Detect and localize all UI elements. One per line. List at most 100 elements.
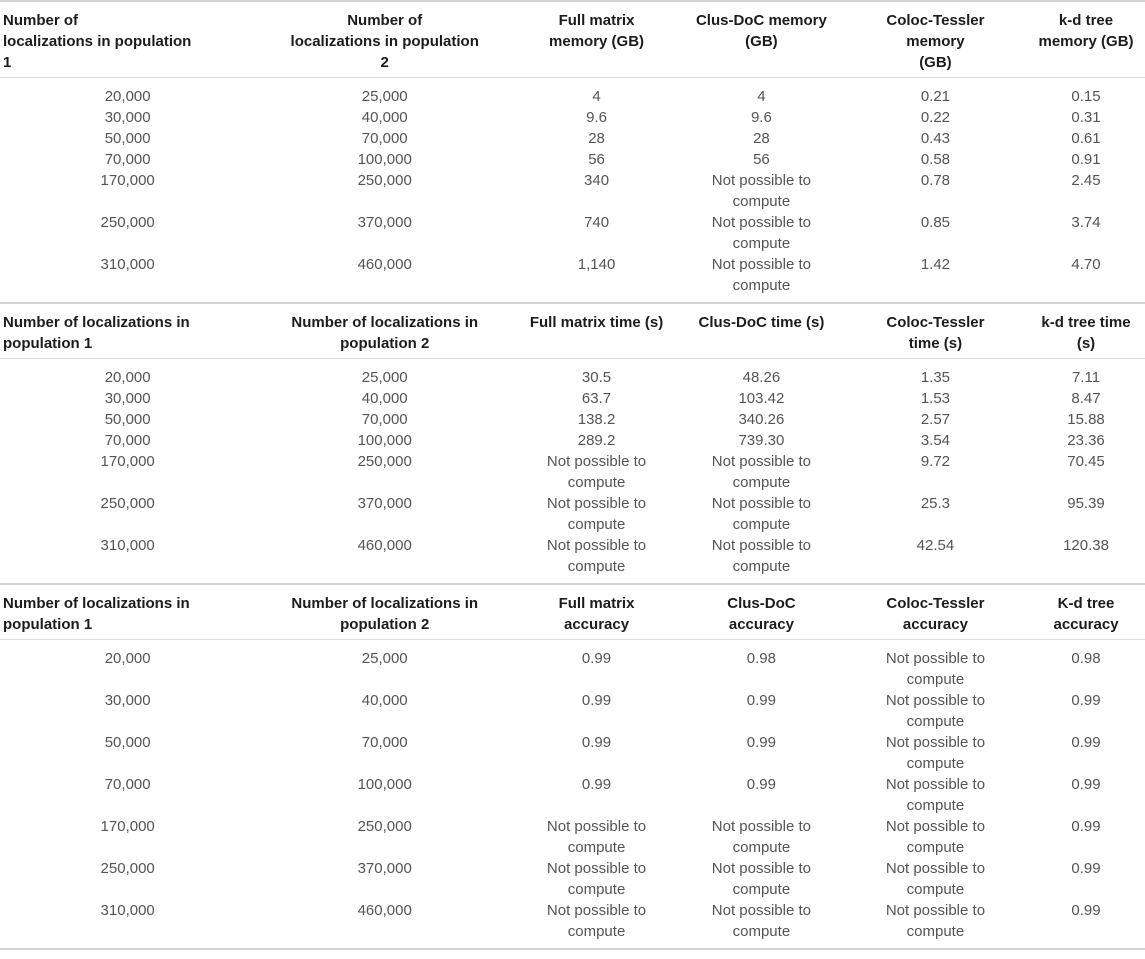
table-row: 70,000 100,000 0.99 0.99 Not possible to com… [0, 774, 1145, 816]
table-row: 20,000 25,000 0.99 0.98 Not possible to comp… [0, 640, 1145, 691]
table-row: 170,000 250,000 340 Not possible to compute… [0, 170, 1145, 212]
table-cell: Not possible to compute [711, 860, 812, 898]
table-cell: Not possible to compute [885, 776, 986, 814]
table-cell: 0.99 [581, 776, 612, 793]
table-cell: 15.88 [1067, 411, 1105, 428]
column-header-population1: Number of localizations in population 1 [0, 584, 256, 640]
table-cell: Not possible to compute [885, 734, 986, 772]
table-cell: 20,000 [104, 650, 151, 667]
table-cell: 138.2 [577, 411, 616, 428]
table-cell: 4.70 [1071, 256, 1101, 273]
table-cell: 103.42 [738, 390, 785, 407]
column-header-coloc-tessler-accuracy: Coloc-Tessler accuracy [843, 584, 1028, 640]
table-cell: 1,140 [577, 256, 616, 273]
table-row: 70,000 100,000 289.2 739.30 3.54 23.36 [0, 430, 1145, 451]
table-cell: 340 [584, 172, 610, 189]
table-cell: 0.99 [1071, 818, 1101, 835]
table-cell: 0.43 [920, 130, 951, 147]
column-header-clusdoc-accuracy: Clus-DoC accuracy [678, 584, 844, 640]
table-cell: Not possible to compute [711, 453, 812, 491]
table-cell: 100,000 [357, 432, 412, 449]
table-row: 250,000 370,000 Not possible to compute Not… [0, 493, 1145, 535]
table-cell: 70,000 [361, 734, 408, 751]
table-cell: 289.2 [577, 432, 616, 449]
table-cell: 9.72 [920, 453, 951, 470]
table-cell: 0.22 [920, 109, 951, 126]
column-header-kd-tree-accuracy: K-d tree accuracy [1027, 584, 1145, 640]
column-header-full-matrix-time: Full matrix time (s) [514, 303, 679, 359]
table-cell: 250,000 [100, 495, 155, 512]
table-cell: 56 [753, 151, 770, 168]
table-cell: 100,000 [357, 151, 412, 168]
table-cell: 0.99 [581, 734, 612, 751]
header-row: Number of localizations in population 1 … [0, 303, 1145, 359]
table-cell: 70,000 [104, 432, 151, 449]
table-cell: 56 [588, 151, 605, 168]
table-row: 170,000 250,000 Not possible to compute Not… [0, 816, 1145, 858]
column-header-population2: Number of localizations in population 2 [255, 303, 515, 359]
table-cell: 0.99 [1071, 776, 1101, 793]
header-row: Number of localizations in population 1 … [0, 1, 1145, 78]
table-cell: Not possible to compute [711, 902, 812, 940]
table-cell: 0.98 [1071, 650, 1101, 667]
table-cell: 250,000 [357, 818, 412, 835]
table-row: 250,000 370,000 740 Not possible to compute… [0, 212, 1145, 254]
table-cell: 739.30 [738, 432, 785, 449]
table-cell: 0.31 [1071, 109, 1101, 126]
table-cell: 0.61 [1071, 130, 1101, 147]
table-cell: 25,000 [361, 88, 408, 105]
table-cell: 250,000 [357, 453, 412, 470]
column-header-coloc-tessler-time: Coloc-Tessler time (s) [843, 303, 1028, 359]
column-header-full-matrix-accuracy: Full matrix accuracy [514, 584, 679, 640]
table-cell: 250,000 [357, 172, 412, 189]
table-cell: Not possible to compute [885, 692, 986, 730]
table-cell: 0.99 [581, 692, 612, 709]
table-cell: 50,000 [104, 130, 151, 147]
table-row: 20,000 25,000 4 4 0.21 0.15 [0, 78, 1145, 108]
table-cell: 0.91 [1071, 151, 1101, 168]
table-cell: Not possible to compute [546, 818, 647, 856]
table-cell: 7.11 [1071, 369, 1101, 386]
column-header-kd-tree-time: k-d tree time (s) [1027, 303, 1145, 359]
table-cell: 40,000 [361, 109, 408, 126]
table-cell: 25,000 [361, 650, 408, 667]
table-cell: 9.6 [750, 109, 772, 126]
table-cell: 0.58 [920, 151, 951, 168]
table-cell: Not possible to compute [885, 902, 986, 940]
table-row: 310,000 460,000 Not possible to compute Not… [0, 535, 1145, 583]
table-row: 170,000 250,000 Not possible to compute Not… [0, 451, 1145, 493]
column-header-coloc-tessler-memory: Coloc-Tessler memory (GB) [843, 1, 1028, 78]
header-row: Number of localizations in population 1 … [0, 584, 1145, 640]
table-cell: 8.47 [1071, 390, 1101, 407]
table-row: 310,000 460,000 Not possible to compute Not… [0, 900, 1145, 949]
table-cell: 0.99 [581, 650, 612, 667]
table-cell: Not possible to compute [885, 860, 986, 898]
table-cell: 370,000 [357, 495, 412, 512]
table-row: 30,000 40,000 0.99 0.99 Not possible to comp… [0, 690, 1145, 732]
table-cell: 0.99 [746, 734, 776, 751]
table-row: 50,000 70,000 138.2 340.26 2.57 15.88 [0, 409, 1145, 430]
table-cell: 250,000 [100, 860, 155, 877]
table-cell: Not possible to compute [711, 214, 812, 252]
table-row: 30,000 40,000 9.6 9.6 0.22 0.31 [0, 107, 1145, 128]
table-cell: 95.39 [1067, 495, 1105, 512]
table-cell: 28 [588, 130, 605, 147]
table-cell: Not possible to compute [711, 818, 812, 856]
table-cell: 20,000 [104, 369, 151, 386]
column-header-population1: Number of localizations in population 1 [0, 1, 256, 78]
table-cell: 48.26 [742, 369, 781, 386]
table-cell: Not possible to compute [711, 256, 812, 294]
table-cell: Not possible to compute [546, 902, 647, 940]
table-cell: 0.15 [1071, 88, 1101, 105]
table-row: 50,000 70,000 0.99 0.99 Not possible to comp… [0, 732, 1145, 774]
table-cell: 170,000 [100, 453, 155, 470]
table-cell: 170,000 [100, 172, 155, 189]
table-cell: 30,000 [104, 692, 151, 709]
table-cell: 0.99 [746, 776, 776, 793]
table-cell: 25,000 [361, 369, 408, 386]
table-cell: 1.53 [920, 390, 951, 407]
table-cell: 4 [592, 88, 601, 105]
table-cell: 20,000 [104, 88, 151, 105]
table-cell: 63.7 [581, 390, 612, 407]
